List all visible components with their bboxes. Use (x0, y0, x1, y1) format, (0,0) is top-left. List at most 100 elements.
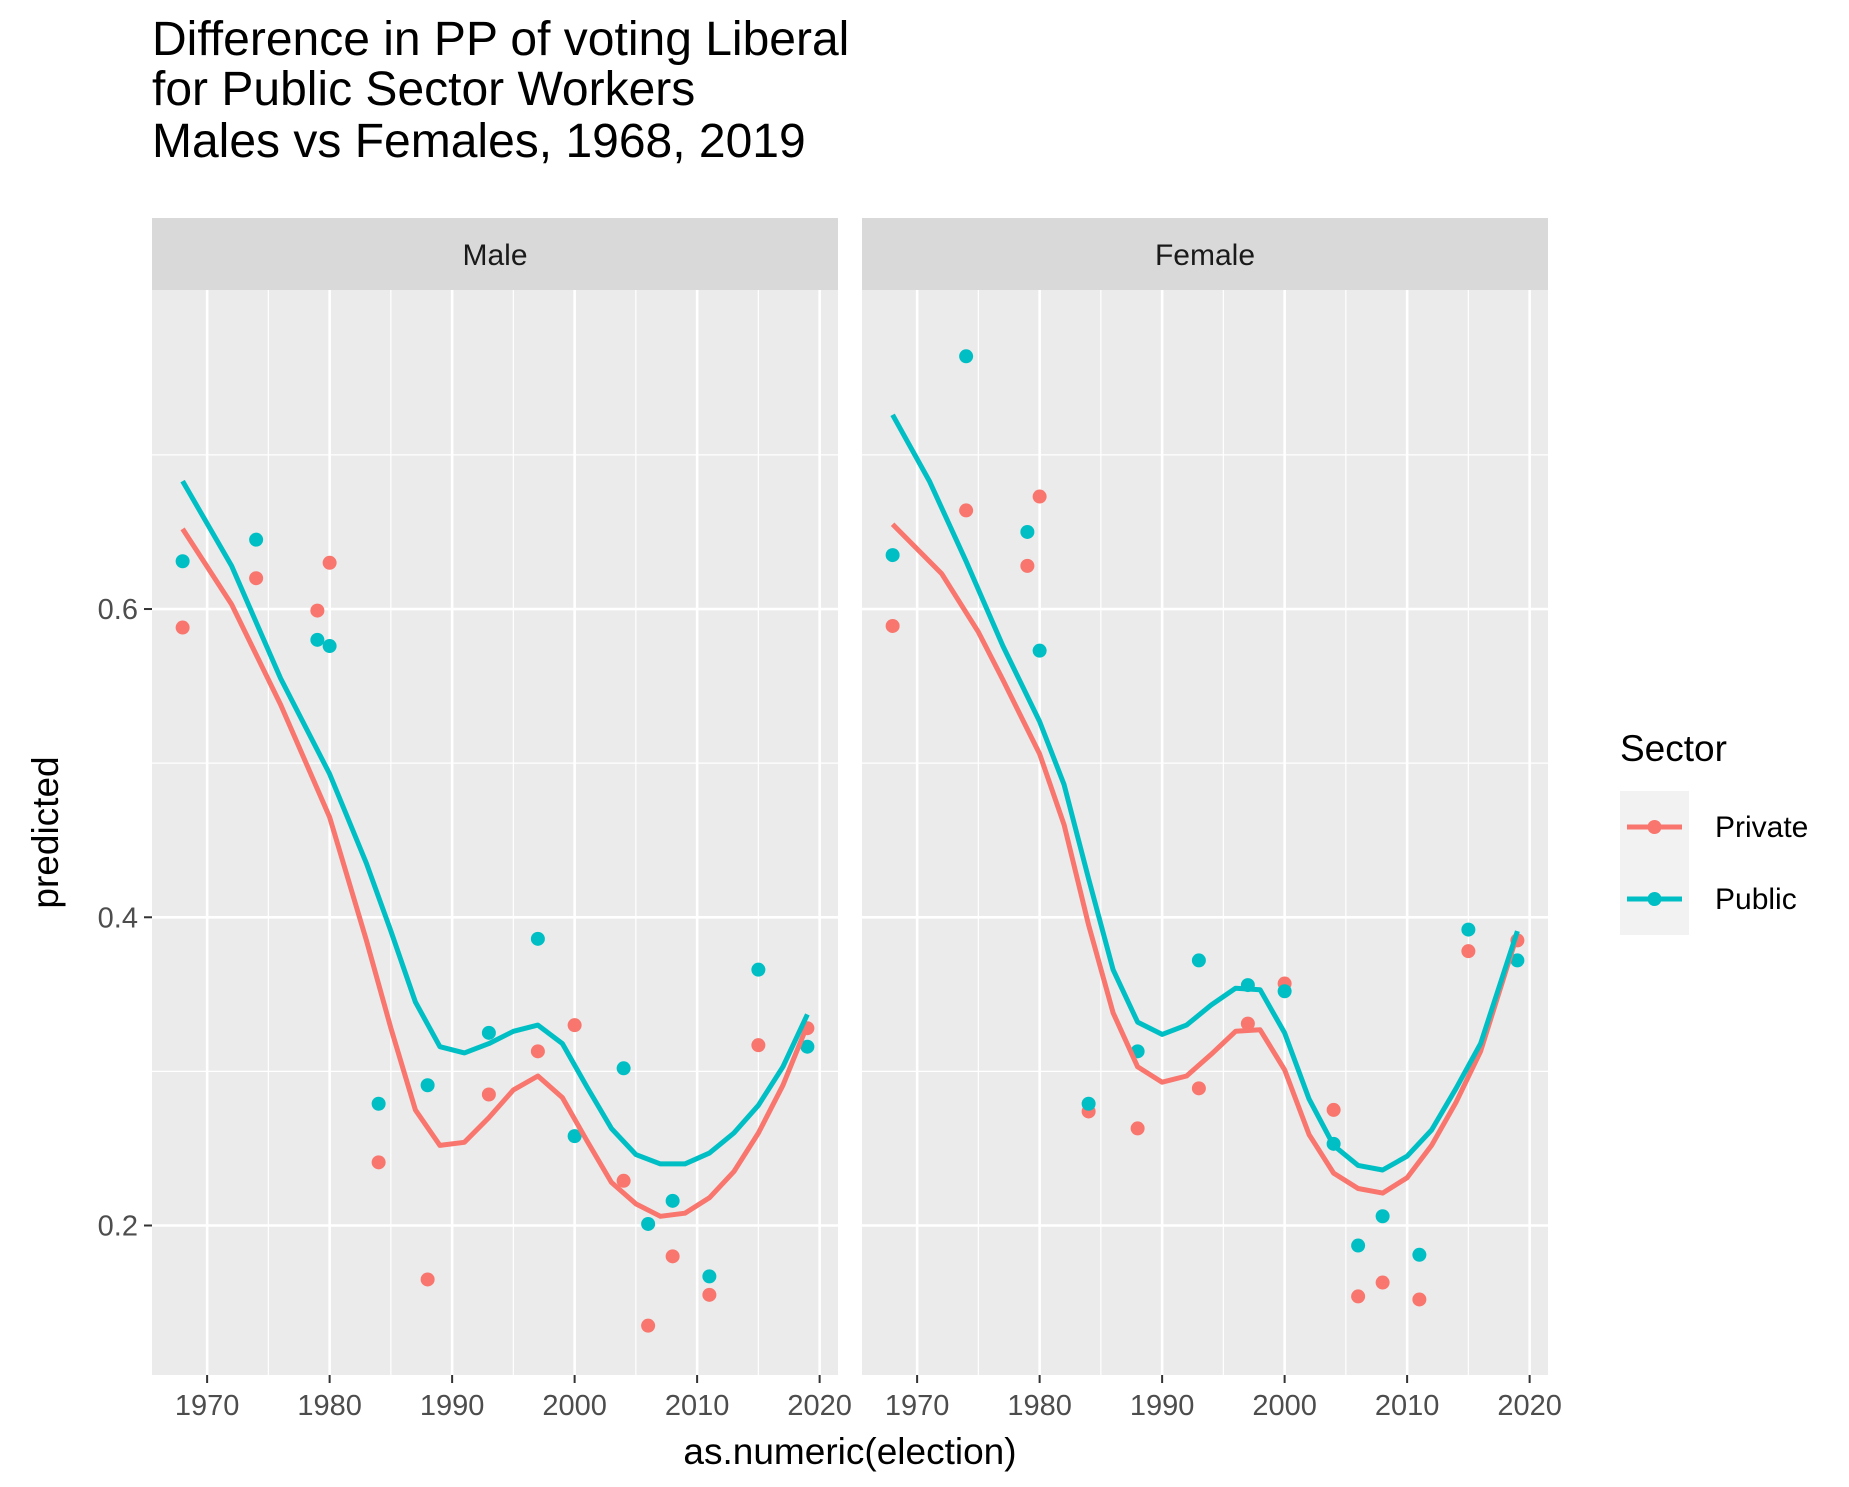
data-point (420, 1078, 435, 1093)
data-point (959, 503, 974, 518)
panel-background (152, 290, 838, 1375)
data-point (310, 632, 325, 647)
data-point (481, 1087, 496, 1102)
y-tick-label: 0.2 (98, 1211, 138, 1243)
data-point (1032, 489, 1047, 504)
data-point (665, 1193, 680, 1208)
legend-key-point (1647, 820, 1662, 834)
legend-label: Private (1715, 811, 1808, 844)
data-point (567, 1129, 582, 1144)
y-axis-title: predicted (25, 756, 66, 908)
facet-panels: Male Female (152, 218, 1548, 1375)
x-tick-label: 1980 (1007, 1390, 1072, 1422)
data-point (1277, 984, 1292, 999)
series-private (885, 489, 1525, 1307)
data-point (1412, 1292, 1427, 1307)
data-point (1191, 1081, 1206, 1096)
data-point (1412, 1247, 1427, 1262)
data-point (702, 1269, 717, 1284)
series-public (175, 532, 815, 1284)
data-point (885, 548, 900, 563)
facet-strip (862, 218, 1548, 290)
data-point (641, 1318, 656, 1333)
data-point (1240, 1016, 1255, 1031)
data-point (249, 532, 264, 547)
smooth-line-public (890, 413, 1520, 1173)
data-point (1081, 1096, 1096, 1111)
x-tick-label: 1980 (297, 1390, 362, 1422)
legend-entries: Private Public (1620, 791, 1808, 935)
series-private (175, 555, 815, 1333)
data-point (1326, 1102, 1341, 1117)
data-point (959, 349, 974, 364)
data-point (310, 603, 325, 618)
data-point (322, 639, 337, 654)
legend-key-point (1647, 892, 1662, 906)
data-point (751, 1038, 766, 1053)
x-axis-title: as.numeric(election) (683, 1431, 1016, 1472)
facet-strip (152, 218, 838, 290)
data-point (530, 1044, 545, 1059)
data-point (371, 1096, 386, 1111)
data-point (1032, 643, 1047, 658)
x-tick-label: 2000 (1252, 1390, 1317, 1422)
data-point (1020, 524, 1035, 539)
x-tick-label: 2010 (1375, 1390, 1440, 1422)
x-tick-label: 2020 (1497, 1390, 1562, 1422)
data-point (885, 618, 900, 633)
data-point (665, 1249, 680, 1264)
chart-title-line-1: Difference in PP of voting Liberal (152, 13, 849, 66)
data-point (1461, 922, 1476, 937)
chart-title-line-2: for Public Sector Workers (152, 63, 695, 116)
facet-panel-male: Male (152, 218, 838, 1375)
data-point (641, 1216, 656, 1231)
data-point (800, 1039, 815, 1054)
data-point (751, 962, 766, 977)
smooth-line-private (180, 527, 810, 1219)
facet-panel-female: Female (862, 218, 1548, 1375)
data-point (616, 1061, 631, 1076)
data-point (530, 931, 545, 946)
data-point (322, 555, 337, 570)
x-tick-label: 2000 (542, 1390, 607, 1422)
data-point (1020, 558, 1035, 573)
facet-strip-label: Female (1155, 239, 1255, 272)
data-point (249, 571, 264, 586)
legend-entry-public: Public (1620, 863, 1797, 935)
data-point (1375, 1209, 1390, 1224)
smooth-line-public (180, 479, 810, 1167)
data-point (481, 1025, 496, 1040)
smooth-line-private (890, 522, 1520, 1196)
data-point (1191, 953, 1206, 968)
data-point (175, 620, 190, 635)
chart-title-line-3: Males vs Females, 1968, 2019 (152, 115, 806, 168)
facet-strip-label: Male (462, 239, 527, 272)
y-tick-label: 0.6 (98, 594, 138, 626)
x-tick-label: 1990 (1130, 1390, 1195, 1422)
chart-title: Difference in PP of voting Liberal for P… (152, 13, 849, 168)
data-point (175, 554, 190, 569)
data-point (371, 1155, 386, 1170)
x-tick-label: 1990 (420, 1390, 485, 1422)
data-point (567, 1018, 582, 1033)
x-tick-label: 2010 (665, 1390, 730, 1422)
data-point (1351, 1289, 1366, 1304)
x-tick-label: 2020 (787, 1390, 852, 1422)
data-point (616, 1173, 631, 1188)
legend-entry-private: Private (1620, 791, 1808, 863)
data-point (420, 1272, 435, 1287)
x-tick-label: 1970 (885, 1390, 950, 1422)
data-point (1351, 1238, 1366, 1253)
legend: Sector Private Public (1620, 728, 1808, 935)
panel-background (862, 290, 1548, 1375)
data-point (1510, 953, 1525, 968)
data-point (1461, 944, 1476, 959)
legend-label: Public (1715, 883, 1797, 916)
data-point (1375, 1275, 1390, 1290)
legend-title: Sector (1620, 728, 1727, 769)
data-point (1130, 1121, 1145, 1136)
axes: 1970 1980 1990 2000 2010 2020 0.2 0.4 0.6 1970 198… (98, 594, 1562, 1422)
x-tick-label: 1970 (175, 1390, 240, 1422)
data-point (702, 1287, 717, 1302)
